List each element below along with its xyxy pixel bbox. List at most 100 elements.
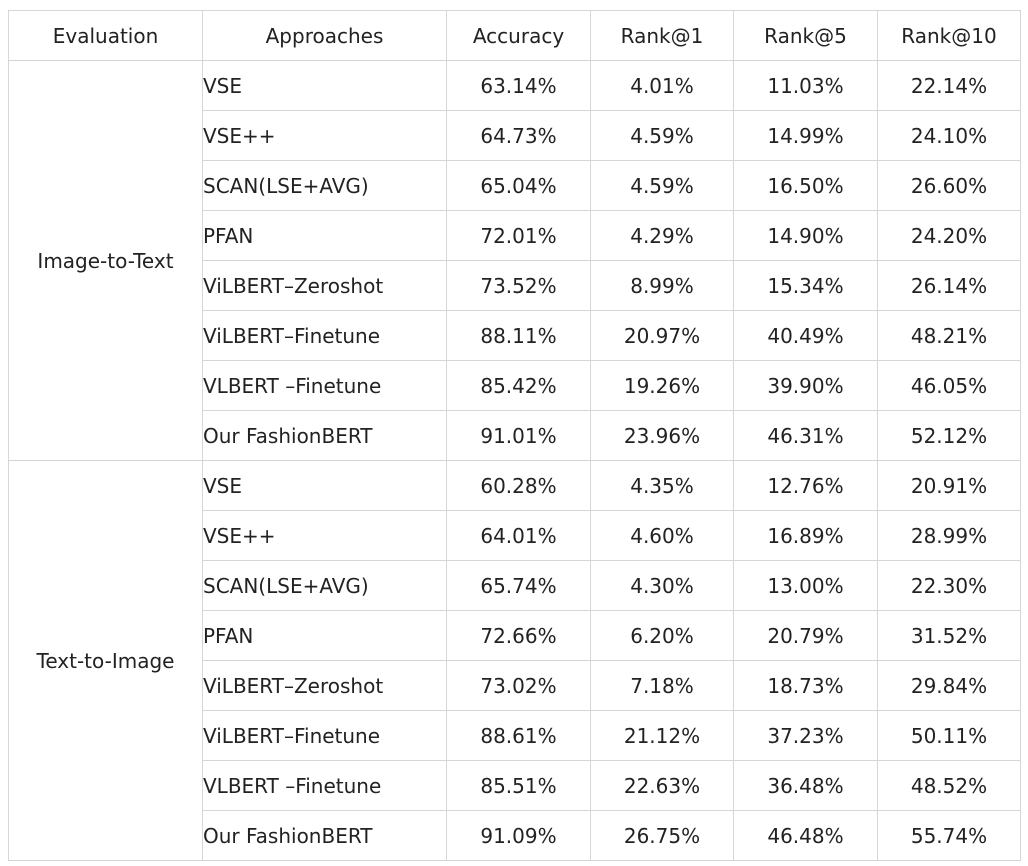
rank1-cell: 4.59%: [590, 110, 734, 161]
header-rank1: Rank@1: [590, 10, 734, 61]
rank1-cell: 23.96%: [590, 410, 734, 461]
rank1-cell: 20.97%: [590, 310, 734, 361]
accuracy-cell: 73.52%: [446, 260, 591, 311]
rank1-cell: 7.18%: [590, 660, 734, 711]
rank5-cell: 14.99%: [733, 110, 878, 161]
accuracy-cell: 60.28%: [446, 460, 591, 511]
rank1-cell: 26.75%: [590, 810, 734, 861]
approach-cell: PFAN: [202, 610, 447, 661]
rank5-cell: 15.34%: [733, 260, 878, 311]
rank5-cell: 40.49%: [733, 310, 878, 361]
approach-cell: ViLBERT–Finetune: [202, 710, 447, 761]
table-row: VSE++ 64.01% 4.60% 16.89% 28.99%: [9, 510, 1021, 561]
rank1-cell: 4.35%: [590, 460, 734, 511]
accuracy-cell: 65.74%: [446, 560, 591, 611]
rank5-cell: 46.31%: [733, 410, 878, 461]
accuracy-cell: 64.01%: [446, 510, 591, 561]
rank1-cell: 19.26%: [590, 360, 734, 411]
rank5-cell: 16.89%: [733, 510, 878, 561]
rank10-cell: 20.91%: [877, 460, 1021, 511]
rank1-cell: 22.63%: [590, 760, 734, 811]
rank5-cell: 36.48%: [733, 760, 878, 811]
table-row: Our FashionBERT 91.09% 26.75% 46.48% 55.74%: [9, 810, 1021, 861]
accuracy-cell: 85.51%: [446, 760, 591, 811]
rank1-cell: 4.01%: [590, 60, 734, 111]
accuracy-cell: 91.09%: [446, 810, 591, 861]
rank1-cell: 4.60%: [590, 510, 734, 561]
rank5-cell: 14.90%: [733, 210, 878, 261]
accuracy-cell: 72.66%: [446, 610, 591, 661]
rank5-cell: 11.03%: [733, 60, 878, 111]
rank10-cell: 24.10%: [877, 110, 1021, 161]
rank5-cell: 18.73%: [733, 660, 878, 711]
rank10-cell: 22.14%: [877, 60, 1021, 111]
table-row: ViLBERT–Finetune 88.11% 20.97% 40.49% 48.21%: [9, 310, 1021, 361]
approach-cell: VSE: [202, 460, 447, 511]
header-accuracy: Accuracy: [446, 10, 591, 61]
accuracy-cell: 72.01%: [446, 210, 591, 261]
rank10-cell: 22.30%: [877, 560, 1021, 611]
approach-cell: VSE++: [202, 510, 447, 561]
accuracy-cell: 64.73%: [446, 110, 591, 161]
approach-cell: Our FashionBERT: [202, 410, 447, 461]
evaluation-group-label: Text-to-Image: [8, 460, 203, 861]
rank10-cell: 24.20%: [877, 210, 1021, 261]
rank5-cell: 20.79%: [733, 610, 878, 661]
table-row: VLBERT –Finetune 85.51% 22.63% 36.48% 48.52%: [9, 760, 1021, 811]
table-row: SCAN(LSE+AVG) 65.74% 4.30% 13.00% 22.30%: [9, 560, 1021, 611]
rank10-cell: 29.84%: [877, 660, 1021, 711]
approach-cell: VSE++: [202, 110, 447, 161]
evaluation-group-label: Image-to-Text: [8, 60, 203, 461]
approach-cell: VSE: [202, 60, 447, 111]
accuracy-cell: 65.04%: [446, 160, 591, 211]
accuracy-cell: 88.11%: [446, 310, 591, 361]
rank1-cell: 4.59%: [590, 160, 734, 211]
rank5-cell: 16.50%: [733, 160, 878, 211]
table-body: Image-to-Text VSE 63.14% 4.01% 11.03% 22.14% V…: [8, 60, 1021, 861]
accuracy-cell: 63.14%: [446, 60, 591, 111]
rank5-cell: 46.48%: [733, 810, 878, 861]
rank5-cell: 39.90%: [733, 360, 878, 411]
table-row: Text-to-Image VSE 60.28% 4.35% 12.76% 20.91%: [8, 460, 1021, 861]
rank10-cell: 46.05%: [877, 360, 1021, 411]
header-row: Evaluation Approaches Accuracy Rank@1 Ra…: [8, 10, 1021, 61]
rank10-cell: 55.74%: [877, 810, 1021, 861]
table-row: Image-to-Text VSE 63.14% 4.01% 11.03% 22.14%: [8, 60, 1021, 461]
table-row: Our FashionBERT 91.01% 23.96% 46.31% 52.12%: [9, 410, 1021, 461]
rank1-cell: 4.30%: [590, 560, 734, 611]
header-rank5: Rank@5: [733, 10, 878, 61]
rank10-cell: 28.99%: [877, 510, 1021, 561]
approach-cell: ViLBERT–Finetune: [202, 310, 447, 361]
table-row: SCAN(LSE+AVG) 65.04% 4.59% 16.50% 26.60%: [9, 160, 1021, 211]
approach-cell: Our FashionBERT: [202, 810, 447, 861]
results-table: Evaluation Approaches Accuracy Rank@1 Ra…: [8, 10, 1021, 861]
rank10-cell: 48.21%: [877, 310, 1021, 361]
rank1-cell: 21.12%: [590, 710, 734, 761]
approach-cell: SCAN(LSE+AVG): [202, 560, 447, 611]
rank10-cell: 48.52%: [877, 760, 1021, 811]
approach-cell: ViLBERT–Zeroshot: [202, 260, 447, 311]
approach-cell: PFAN: [202, 210, 447, 261]
approach-cell: VLBERT –Finetune: [202, 360, 447, 411]
accuracy-cell: 88.61%: [446, 710, 591, 761]
rank1-cell: 6.20%: [590, 610, 734, 661]
rank10-cell: 52.12%: [877, 410, 1021, 461]
accuracy-cell: 91.01%: [446, 410, 591, 461]
table-row: PFAN 72.01% 4.29% 14.90% 24.20%: [9, 210, 1021, 261]
header-approaches: Approaches: [202, 10, 447, 61]
header-rank10: Rank@10: [877, 10, 1021, 61]
rank10-cell: 26.60%: [877, 160, 1021, 211]
table-row: ViLBERT–Finetune 88.61% 21.12% 37.23% 50.11%: [9, 710, 1021, 761]
rank5-cell: 13.00%: [733, 560, 878, 611]
rank10-cell: 31.52%: [877, 610, 1021, 661]
rank1-cell: 8.99%: [590, 260, 734, 311]
rank1-cell: 4.29%: [590, 210, 734, 261]
table-row: ViLBERT–Zeroshot 73.52% 8.99% 15.34% 26.14%: [9, 260, 1021, 311]
accuracy-cell: 73.02%: [446, 660, 591, 711]
approach-cell: VLBERT –Finetune: [202, 760, 447, 811]
table-row: ViLBERT–Zeroshot 73.02% 7.18% 18.73% 29.84%: [9, 660, 1021, 711]
rank10-cell: 50.11%: [877, 710, 1021, 761]
rank5-cell: 37.23%: [733, 710, 878, 761]
header-evaluation: Evaluation: [8, 10, 203, 61]
approach-cell: ViLBERT–Zeroshot: [202, 660, 447, 711]
